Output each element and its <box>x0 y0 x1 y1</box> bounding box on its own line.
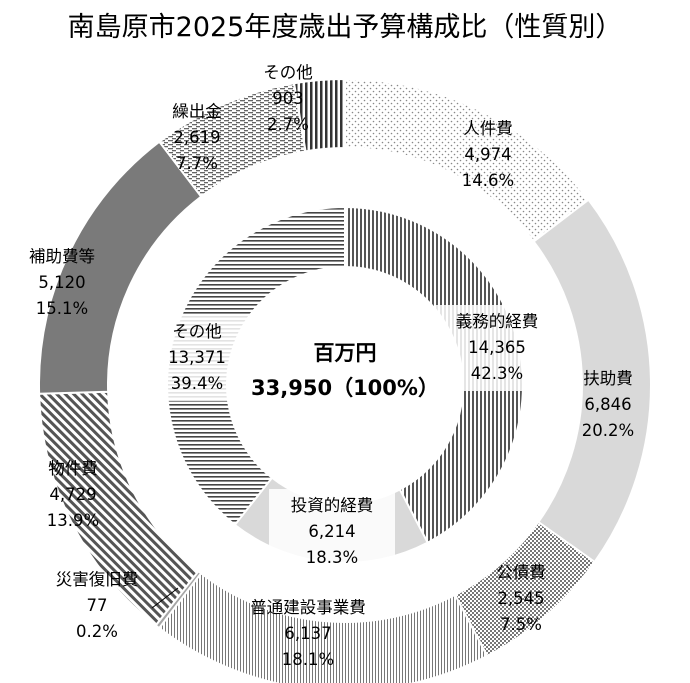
outer-label-name: 普通建設事業費 <box>250 598 366 617</box>
outer-label-name: 災害復旧費 <box>56 570 139 589</box>
inner-label-name: その他 <box>172 322 222 341</box>
inner-label-2: その他 13,371 39.4% <box>134 315 260 401</box>
outer-label-0: 人件費 4,974 14.6% <box>462 119 514 190</box>
outer-label-percent: 14.6% <box>462 171 514 190</box>
outer-label-percent: 7.7% <box>176 154 218 173</box>
inner-label-value-text: 13,371 <box>168 348 226 367</box>
outer-label-value-text: 6,846 <box>584 395 631 414</box>
center-total: 百万円 33,950（100%） <box>251 341 439 400</box>
inner-label-1: 投資的経費 6,214 18.3% <box>269 489 395 575</box>
outer-label-name: 繰出金 <box>172 102 222 121</box>
outer-label-value-text: 2,619 <box>173 128 220 147</box>
outer-label-1: 扶助費 6,846 20.2% <box>582 369 634 440</box>
outer-label-value-text: 77 <box>87 596 108 615</box>
inner-label-0: 義務的経費 14,365 42.3% <box>434 305 560 391</box>
inner-label-bg-2 <box>134 315 260 401</box>
outer-label-percent: 18.1% <box>282 650 334 669</box>
inner-label-percent: 39.4% <box>171 374 223 393</box>
outer-slice-8 <box>292 77 346 153</box>
outer-label-value-text: 6,137 <box>284 624 331 643</box>
inner-label-value-text: 14,365 <box>468 338 526 357</box>
inner-label-bg-1 <box>269 489 395 575</box>
outer-label-name: その他 <box>263 63 313 82</box>
inner-label-name: 義務的経費 <box>456 312 539 331</box>
leader-line <box>151 587 179 609</box>
outer-label-8: その他 903 2.7% <box>263 63 313 134</box>
outer-label-value-text: 4,729 <box>49 485 96 504</box>
outer-label-percent: 15.1% <box>36 299 88 318</box>
outer-label-value-text: 4,974 <box>464 145 511 164</box>
outer-label-value-text: 903 <box>272 89 304 108</box>
outer-label-value-text: 2,545 <box>497 589 544 608</box>
outer-label-value-text: 5,120 <box>38 273 85 292</box>
outer-label-percent: 7.5% <box>500 615 542 634</box>
outer-label-percent: 0.2% <box>76 622 118 641</box>
inner-label-name: 投資的経費 <box>291 496 374 515</box>
center-total-value: 33,950（100%） <box>251 376 439 400</box>
outer-label-name: 扶助費 <box>583 369 633 388</box>
outer-ring <box>38 77 652 683</box>
inner-label-percent: 18.3% <box>306 548 358 567</box>
outer-label-name: 物件費 <box>48 459 98 478</box>
outer-label-name: 公債費 <box>496 563 546 582</box>
inner-label-bg-0 <box>434 305 560 391</box>
outer-label-name: 人件費 <box>463 119 513 138</box>
outer-label-4: 災害復旧費 77 0.2% <box>56 570 139 641</box>
outer-label-3: 普通建設事業費 6,137 18.1% <box>250 598 366 669</box>
outer-label-percent: 2.7% <box>267 115 309 134</box>
outer-label-percent: 13.9% <box>47 511 99 530</box>
outer-label-5: 物件費 4,729 13.9% <box>47 459 99 530</box>
outer-label-6: 補助費等 5,120 15.1% <box>29 247 95 318</box>
labels: 人件費 4,974 14.6% 扶助費 6,846 20.2% 公債費 2,545 7.5% 普通… <box>29 63 634 669</box>
outer-label-percent: 20.2% <box>582 421 634 440</box>
inner-label-percent: 42.3% <box>471 364 523 383</box>
outer-label-name: 補助費等 <box>29 247 95 266</box>
center-unit: 百万円 <box>314 341 377 365</box>
outer-label-7: 繰出金 2,619 7.7% <box>172 102 222 173</box>
outer-label-2: 公債費 2,545 7.5% <box>496 563 546 634</box>
chart-title: 南島原市2025年度歳出予算構成比（性質別） <box>68 12 623 43</box>
inner-label-value-text: 6,214 <box>308 522 355 541</box>
